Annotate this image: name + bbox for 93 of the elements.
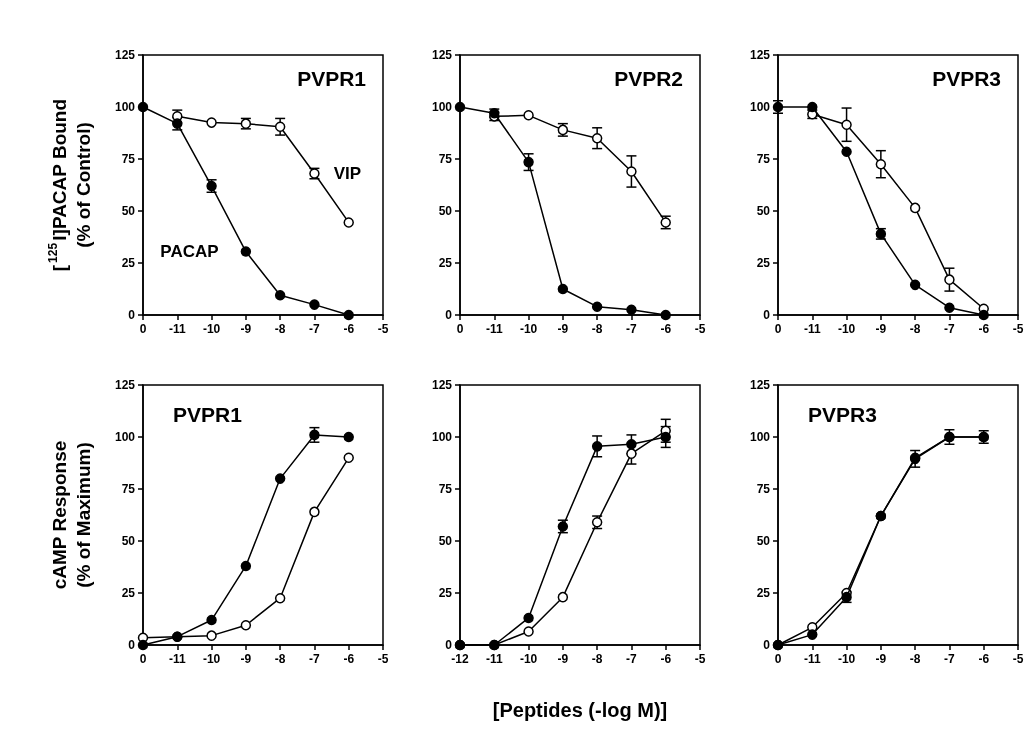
- series-label: PACAP: [160, 242, 219, 262]
- y-tick-label: 100: [431, 100, 453, 114]
- y-tick-label: 25: [438, 586, 453, 600]
- x-tick-label: -6: [660, 652, 672, 666]
- y-tick-label: 25: [121, 256, 136, 270]
- y-tick-label: 75: [438, 152, 453, 166]
- y-tick-label: 100: [431, 430, 453, 444]
- y-tick-label: 25: [438, 256, 453, 270]
- y-tick-label: 50: [756, 534, 771, 548]
- y-tick-label: 0: [128, 638, 136, 652]
- y-tick-label: 25: [756, 256, 771, 270]
- x-tick-label: 0: [139, 322, 147, 336]
- y-tick-label: 50: [756, 204, 771, 218]
- x-tick-label: -11: [168, 322, 186, 336]
- text: PVPR1: [173, 403, 243, 426]
- y-tick-label: 50: [438, 204, 453, 218]
- x-tick-label: -7: [944, 322, 956, 336]
- y-tick-label: 50: [438, 534, 453, 548]
- x-tick-label: -8: [909, 322, 921, 336]
- x-tick-label: -5: [1012, 652, 1024, 666]
- x-tick-label: -11: [168, 652, 186, 666]
- y-tick-label: 75: [756, 482, 771, 496]
- y-tick-label: 100: [114, 430, 136, 444]
- x-tick-label: -7: [626, 322, 638, 336]
- y-tick-label: 100: [749, 430, 771, 444]
- x-tick-label: -5: [1012, 322, 1024, 336]
- text: PVPR3: [808, 403, 877, 426]
- y-axis-title: cAMP Response (% of Maximum): [48, 440, 94, 590]
- y-tick-label: 125: [749, 48, 771, 62]
- y-tick-label: 125: [114, 48, 136, 62]
- x-tick-label: -9: [240, 652, 252, 666]
- x-tick-label: -5: [377, 652, 389, 666]
- y-tick-label: 50: [121, 534, 136, 548]
- x-tick-label: -10: [519, 322, 538, 336]
- y-tick-label: 125: [431, 378, 453, 392]
- y-tick-label: 25: [756, 586, 771, 600]
- x-tick-label: -6: [660, 322, 672, 336]
- x-tick-label: -11: [485, 652, 503, 666]
- y-tick-label: 25: [121, 586, 136, 600]
- x-tick-label: 0: [456, 322, 464, 336]
- x-tick-label: -11: [803, 652, 821, 666]
- x-tick-label: -10: [202, 322, 221, 336]
- x-tick-label: 0: [774, 652, 782, 666]
- y-tick-label: 0: [445, 308, 453, 322]
- x-tick-label: -7: [626, 652, 638, 666]
- x-tick-label: -8: [274, 652, 286, 666]
- series-label: VIP: [333, 164, 362, 184]
- x-tick-label: -6: [343, 652, 355, 666]
- x-tick-label: -5: [694, 322, 706, 336]
- y-tick-label: 125: [749, 378, 771, 392]
- x-tick-label: -7: [309, 652, 321, 666]
- x-tick-label: -9: [875, 322, 887, 336]
- x-tick-label: -9: [557, 322, 569, 336]
- y-tick-label: 50: [121, 204, 136, 218]
- y-tick-label: 75: [121, 152, 136, 166]
- y-tick-label: 0: [445, 638, 453, 652]
- x-tick-label: -10: [202, 652, 221, 666]
- y-tick-label: 75: [438, 482, 453, 496]
- text: PVPR2: [614, 67, 684, 90]
- y-tick-label: 75: [121, 482, 136, 496]
- y-tick-label: 0: [763, 638, 771, 652]
- y-tick-label: 0: [763, 308, 771, 322]
- x-tick-label: -5: [694, 652, 706, 666]
- x-axis-title: [Peptides (-log M)]: [492, 699, 668, 721]
- x-tick-label: -7: [944, 652, 956, 666]
- x-tick-label: -11: [485, 322, 503, 336]
- x-tick-label: -7: [309, 322, 321, 336]
- text: PVPR1: [297, 67, 367, 90]
- x-tick-label: -10: [837, 322, 856, 336]
- x-tick-label: -11: [803, 322, 821, 336]
- x-tick-label: -8: [274, 322, 286, 336]
- x-tick-label: -5: [377, 322, 389, 336]
- x-tick-label: -9: [557, 652, 569, 666]
- x-tick-label: -6: [978, 652, 990, 666]
- x-tick-label: -12: [451, 652, 469, 666]
- x-tick-label: -9: [875, 652, 887, 666]
- text: PVPR3: [932, 67, 1002, 90]
- x-tick-label: -6: [343, 322, 355, 336]
- y-tick-label: 125: [114, 378, 136, 392]
- y-tick-label: 125: [431, 48, 453, 62]
- y-tick-label: 0: [128, 308, 136, 322]
- y-tick-label: 100: [749, 100, 771, 114]
- x-tick-label: -8: [591, 322, 603, 336]
- x-tick-label: -10: [519, 652, 538, 666]
- x-tick-label: 0: [774, 322, 782, 336]
- x-tick-label: 0: [139, 652, 147, 666]
- y-tick-label: 100: [114, 100, 136, 114]
- x-tick-label: -8: [909, 652, 921, 666]
- x-tick-label: -6: [978, 322, 990, 336]
- x-tick-label: -9: [240, 322, 252, 336]
- x-tick-label: -10: [837, 652, 856, 666]
- y-tick-label: 75: [756, 152, 771, 166]
- x-tick-label: -8: [591, 652, 603, 666]
